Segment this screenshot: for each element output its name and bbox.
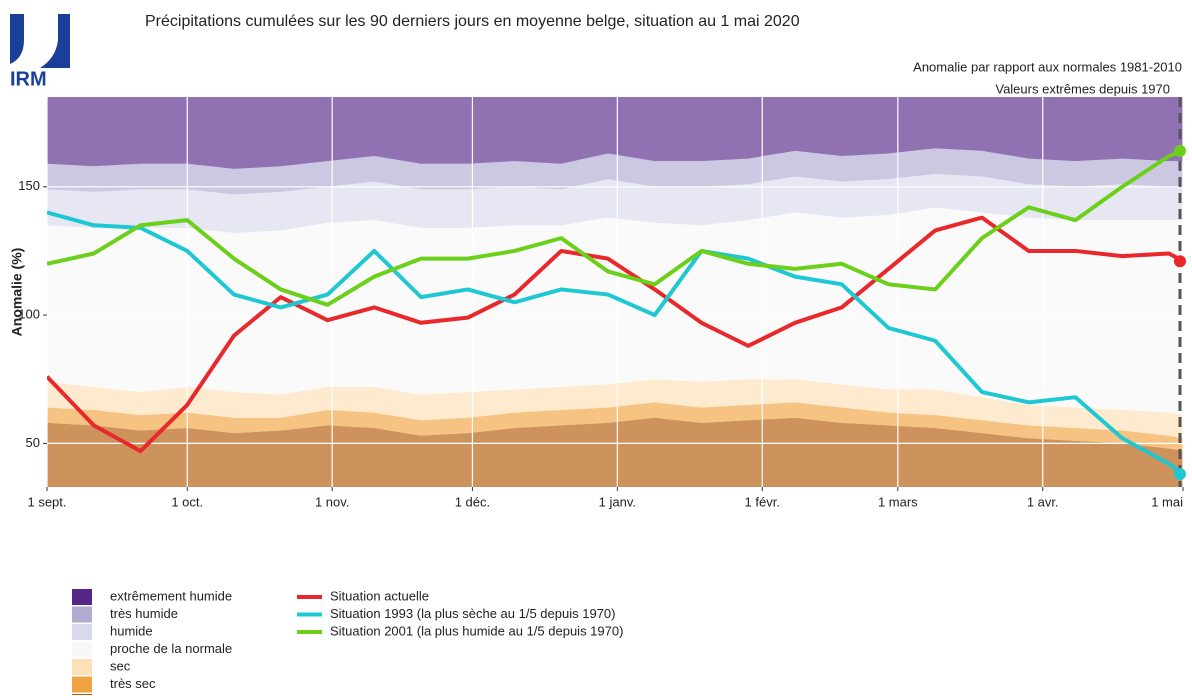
legend-swatch bbox=[72, 624, 92, 640]
axes: 50 100 150 1 sept. 1 oct. 1 nov. 1 déc. 1 janv.… bbox=[18, 144, 1186, 509]
legend-swatch bbox=[72, 659, 92, 675]
end-point bbox=[1174, 144, 1186, 157]
plot-area bbox=[47, 97, 1183, 487]
x-tick-label: 1 déc. bbox=[455, 494, 490, 509]
y-axis-label: Anomalie (%) bbox=[9, 248, 25, 337]
band-area bbox=[47, 173, 1183, 233]
x-tick-label: 1 nov. bbox=[315, 494, 349, 509]
legend-label: Situation actuelle bbox=[330, 588, 429, 603]
series-line bbox=[47, 149, 1183, 307]
x-tick-label: 1 sept. bbox=[27, 494, 66, 509]
series-line bbox=[47, 210, 1183, 476]
chart-title: Précipitations cumulées sur les 90 derni… bbox=[145, 13, 800, 30]
y-tick-label: 50 bbox=[26, 435, 40, 450]
x-tick-label: 1 mai bbox=[1151, 494, 1183, 509]
legend-label: proche de la normale bbox=[110, 641, 232, 656]
x-tick-label: 1 janv. bbox=[599, 494, 636, 509]
legend-label: sec bbox=[110, 658, 131, 673]
x-tick-label: 1 févr. bbox=[745, 494, 780, 509]
legend-label: très humide bbox=[110, 606, 178, 621]
x-tick-label: 1 mars bbox=[878, 494, 918, 509]
band-area bbox=[47, 97, 1183, 169]
x-tick-label: 1 avr. bbox=[1027, 494, 1059, 509]
end-point bbox=[1174, 255, 1186, 268]
band-area bbox=[47, 148, 1183, 195]
logo-text: IRM bbox=[10, 68, 47, 90]
legend-swatch bbox=[72, 606, 92, 623]
legend-swatch bbox=[72, 589, 92, 605]
x-tick-label: 1 oct. bbox=[171, 494, 203, 509]
band-area bbox=[47, 417, 1183, 487]
legend-label: humide bbox=[110, 623, 153, 638]
legend-swatch bbox=[72, 641, 92, 658]
band-area bbox=[47, 402, 1183, 452]
series-line bbox=[47, 215, 1183, 454]
subtitle: Anomalie par rapport aux normales 1981-2… bbox=[913, 59, 1182, 74]
end-point bbox=[1174, 468, 1186, 481]
legend-swatch bbox=[72, 676, 92, 693]
legend: extrêmement humide très humide humide proch… bbox=[72, 588, 623, 700]
y-tick-label: 100 bbox=[18, 307, 40, 322]
legend-label: Situation 1993 (la plus sèche au 1/5 dep… bbox=[330, 606, 615, 621]
legend-label: extrêmement humide bbox=[110, 588, 232, 603]
legend-label: très sec bbox=[110, 676, 156, 691]
subtitle: Valeurs extrêmes depuis 1970 bbox=[995, 81, 1170, 96]
logo: IRM bbox=[10, 14, 70, 90]
legend-label: Situation 2001 (la plus humide au 1/5 de… bbox=[330, 623, 623, 638]
y-tick-label: 150 bbox=[18, 178, 40, 193]
band-area bbox=[47, 379, 1183, 439]
